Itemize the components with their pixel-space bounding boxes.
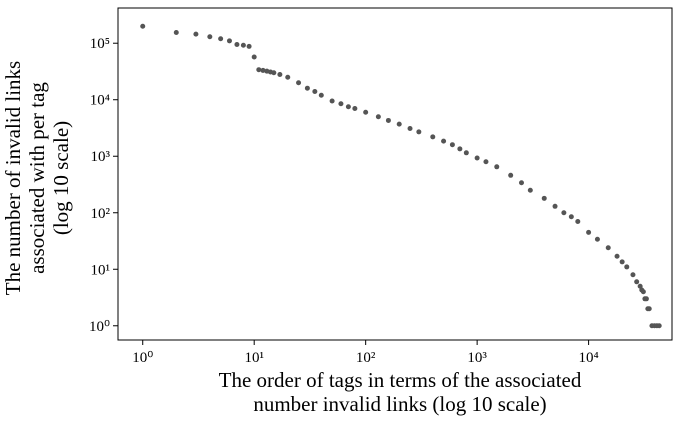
point bbox=[318, 92, 324, 98]
point bbox=[646, 306, 652, 312]
point bbox=[193, 31, 199, 37]
point bbox=[605, 245, 611, 251]
point bbox=[624, 264, 630, 270]
x-tick-label: 10⁴ bbox=[578, 350, 598, 366]
point bbox=[634, 279, 640, 285]
point bbox=[494, 164, 500, 170]
point bbox=[416, 129, 422, 135]
point bbox=[541, 195, 547, 201]
y-tick-label: 10¹ bbox=[91, 262, 111, 278]
point bbox=[226, 38, 232, 44]
point bbox=[256, 67, 262, 73]
point bbox=[385, 117, 391, 123]
y-axis-label: associated with per tag bbox=[25, 82, 49, 274]
point bbox=[207, 34, 213, 40]
x-tick-label: 10³ bbox=[467, 350, 487, 366]
point bbox=[508, 172, 514, 178]
point bbox=[312, 88, 318, 94]
y-tick-label: 10⁰ bbox=[89, 319, 110, 335]
point bbox=[561, 210, 567, 216]
point bbox=[396, 121, 402, 127]
point bbox=[246, 43, 252, 49]
point bbox=[260, 67, 266, 73]
point bbox=[271, 70, 277, 76]
point bbox=[173, 29, 179, 35]
y-tick-label: 10² bbox=[91, 206, 111, 222]
point bbox=[240, 42, 246, 48]
point bbox=[407, 125, 413, 131]
plot-frame bbox=[117, 7, 673, 341]
point bbox=[619, 259, 625, 265]
point bbox=[251, 54, 257, 60]
point bbox=[463, 150, 469, 156]
point bbox=[338, 101, 344, 107]
point bbox=[363, 109, 369, 115]
point bbox=[483, 159, 489, 165]
point bbox=[345, 104, 351, 110]
point bbox=[234, 41, 240, 47]
point bbox=[594, 236, 600, 242]
x-tick-label: 10⁰ bbox=[132, 350, 153, 366]
point bbox=[614, 253, 620, 259]
point bbox=[552, 203, 558, 209]
point bbox=[140, 23, 146, 29]
point bbox=[218, 36, 224, 42]
y-tick-label: 10³ bbox=[91, 149, 111, 165]
point bbox=[586, 229, 592, 235]
point bbox=[285, 74, 291, 80]
point bbox=[449, 142, 455, 148]
x-axis-label: number invalid links (log 10 scale) bbox=[253, 392, 546, 416]
point bbox=[441, 138, 447, 144]
y-axis-label: (log 10 scale) bbox=[49, 121, 73, 235]
point bbox=[656, 323, 662, 329]
point bbox=[329, 98, 335, 104]
point bbox=[277, 71, 283, 77]
point bbox=[630, 272, 636, 278]
point bbox=[430, 134, 436, 140]
point bbox=[527, 187, 533, 193]
y-axis-label: The number of invalid links bbox=[1, 61, 25, 295]
point bbox=[568, 214, 574, 220]
x-tick-label: 10¹ bbox=[244, 350, 264, 366]
y-tick-label: 10⁵ bbox=[90, 36, 110, 52]
x-axis-label: The order of tags in terms of the associ… bbox=[219, 368, 582, 392]
point bbox=[457, 146, 463, 152]
point bbox=[643, 296, 649, 302]
x-tick-label: 10² bbox=[356, 350, 376, 366]
point bbox=[575, 219, 581, 225]
point bbox=[640, 289, 646, 295]
point bbox=[518, 180, 524, 186]
y-tick-label: 10⁴ bbox=[90, 93, 110, 109]
point bbox=[375, 114, 381, 120]
point bbox=[296, 80, 302, 86]
point bbox=[474, 155, 480, 161]
point bbox=[352, 105, 358, 111]
point bbox=[304, 85, 310, 91]
